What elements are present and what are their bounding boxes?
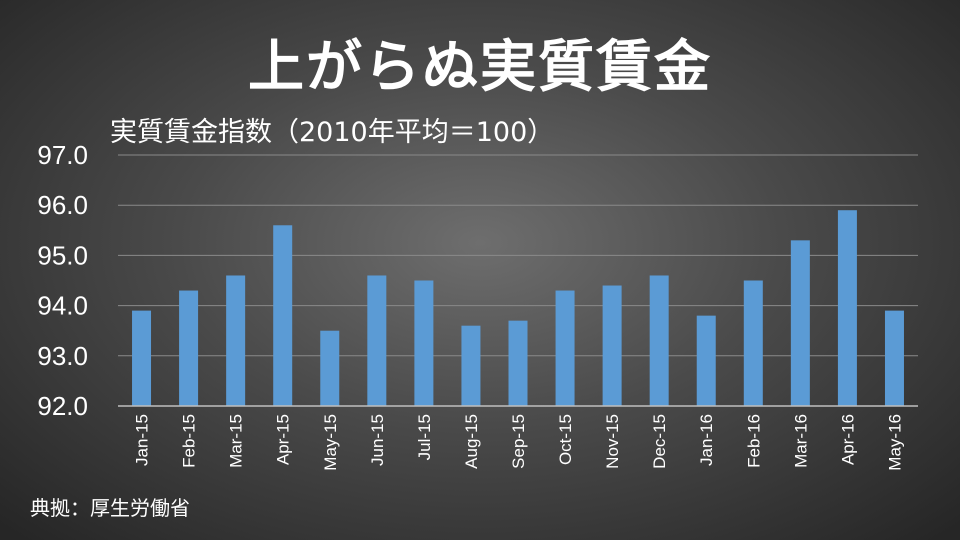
x-tick-label: Jan-16 bbox=[697, 414, 716, 466]
bar bbox=[743, 280, 763, 406]
x-tick-label: Mar-16 bbox=[791, 414, 810, 468]
x-tick-label: Jul-15 bbox=[415, 414, 434, 460]
x-tick-label: Feb-16 bbox=[744, 414, 763, 468]
x-tick-label: Jun-15 bbox=[368, 414, 387, 466]
source-note: 典拠：厚生労働省 bbox=[30, 496, 190, 520]
x-axis-labels: Jan-15 Feb-15 Mar-15 Apr-15 May-15 Jun-15 Jul-… bbox=[133, 414, 905, 471]
x-tick-label: Apr-16 bbox=[838, 414, 857, 465]
bar bbox=[273, 225, 293, 406]
y-tick-label: 92.0 bbox=[37, 391, 88, 421]
x-tick-label: Apr-15 bbox=[274, 414, 293, 465]
x-tick-label: Oct-15 bbox=[556, 414, 575, 465]
bars bbox=[132, 210, 904, 406]
bar bbox=[837, 210, 857, 406]
x-tick-label: Nov-15 bbox=[603, 414, 622, 469]
bar bbox=[884, 310, 904, 406]
slide-title: 上がらぬ実質賃金 bbox=[248, 35, 712, 100]
y-tick-label: 97.0 bbox=[37, 140, 88, 170]
bar bbox=[179, 290, 199, 406]
x-tick-label: Jan-15 bbox=[133, 414, 152, 466]
bar bbox=[226, 275, 246, 406]
bar bbox=[602, 285, 622, 406]
bar bbox=[508, 320, 528, 406]
y-tick-label: 96.0 bbox=[37, 190, 88, 220]
bar bbox=[414, 280, 434, 406]
x-tick-label: Aug-15 bbox=[462, 414, 481, 469]
bar bbox=[320, 330, 340, 406]
bar bbox=[461, 325, 481, 406]
bar bbox=[555, 290, 575, 406]
x-tick-label: May-16 bbox=[885, 414, 904, 471]
x-tick-label: Dec-15 bbox=[650, 414, 669, 469]
x-tick-label: May-15 bbox=[321, 414, 340, 471]
x-tick-label: Sep-15 bbox=[509, 414, 528, 469]
y-tick-label: 94.0 bbox=[37, 291, 88, 321]
bar bbox=[790, 240, 810, 406]
bar bbox=[696, 315, 716, 406]
chart-title: 実質賃金指数（2010年平均＝100） bbox=[110, 117, 555, 148]
bar bbox=[367, 275, 387, 406]
y-tick-label: 93.0 bbox=[37, 341, 88, 371]
y-axis-ticks: 92.0 93.0 94.0 95.0 96.0 97.0 bbox=[37, 140, 88, 421]
x-tick-label: Mar-15 bbox=[227, 414, 246, 468]
x-tick-label: Feb-15 bbox=[180, 414, 199, 468]
bar bbox=[132, 310, 152, 406]
y-tick-label: 95.0 bbox=[37, 240, 88, 270]
bar bbox=[649, 275, 669, 406]
